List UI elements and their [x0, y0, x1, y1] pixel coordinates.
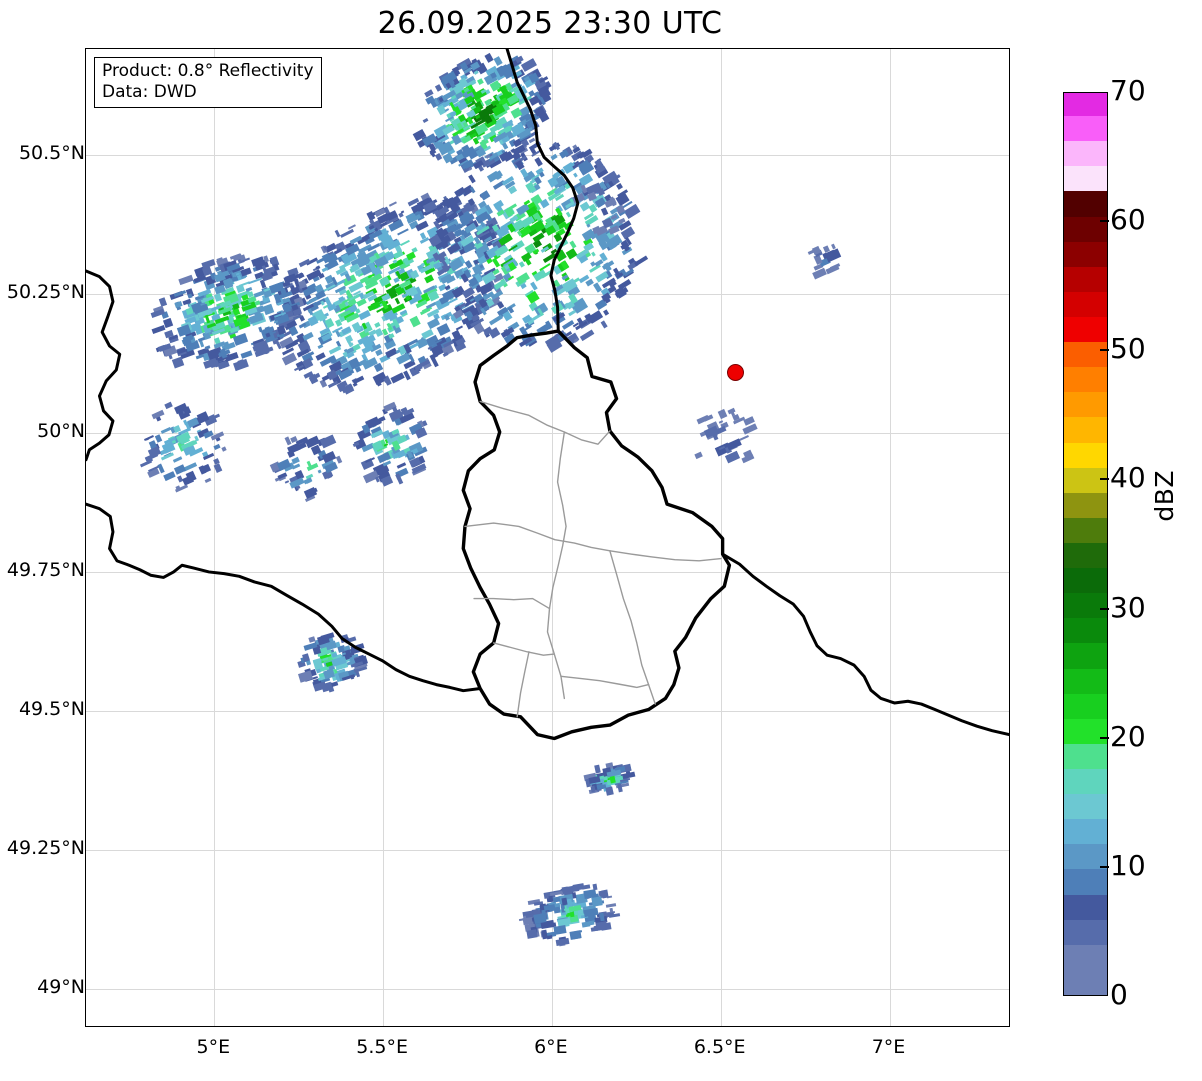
colorbar-tick-mark: [1100, 607, 1109, 610]
radar-station-marker[interactable]: [726, 364, 744, 382]
colorbar-band: [1064, 944, 1107, 970]
y-axis-tick-label: 49.5°N: [18, 697, 85, 720]
colorbar-tick-label: 60: [1110, 203, 1146, 237]
colorbar-band: [1064, 818, 1107, 845]
colorbar-band: [1064, 592, 1107, 619]
y-axis-tick-label: 49.25°N: [6, 837, 85, 859]
colorbar-band: [1064, 567, 1107, 594]
product-line: Product: 0.8° Reflectivity: [102, 61, 314, 81]
gridline-horizontal: [86, 989, 1009, 991]
colorbar-tick-mark: [1100, 865, 1109, 868]
geo-border-layer: [86, 49, 1009, 741]
colorbar-band: [1064, 316, 1107, 343]
colorbar-tick-label: 20: [1110, 719, 1146, 753]
colorbar-band: [1064, 441, 1107, 468]
gridline-horizontal: [86, 293, 1009, 295]
colorbar[interactable]: [1063, 92, 1108, 996]
colorbar-tick-mark: [1100, 736, 1109, 739]
gridline-horizontal: [86, 850, 1009, 851]
y-axis-tick-label: 50.25°N: [6, 280, 85, 303]
luxembourg-national-border: [461, 329, 732, 741]
colorbar-tick-mark: [1100, 478, 1109, 481]
luxembourg-canton-border: [464, 522, 722, 562]
y-axis-tick-label: 50.5°N: [18, 141, 85, 164]
colorbar-band: [1064, 893, 1107, 920]
gridline-vertical: [889, 49, 891, 1026]
belgium-france-border-south: [86, 502, 482, 693]
product-info-box: Product: 0.8° Reflectivity Data: DWD: [94, 57, 322, 108]
colorbar-band: [1064, 843, 1107, 870]
colorbar-tick-label: 70: [1110, 74, 1146, 107]
luxembourg-canton-border: [609, 550, 656, 705]
colorbar-tick-label: 0: [1110, 978, 1128, 1011]
luxembourg-canton-border: [516, 651, 530, 718]
x-axis-tick-label: 6°E: [534, 1036, 568, 1058]
colorbar-band: [1064, 868, 1107, 895]
luxembourg-canton-border: [560, 675, 650, 689]
colorbar-tick-label: 10: [1110, 848, 1146, 882]
colorbar-band: [1064, 642, 1107, 669]
luxembourg-canton-border: [479, 400, 611, 445]
colorbar-band: [1064, 768, 1107, 795]
colorbar-band: [1064, 190, 1107, 217]
colorbar-band: [1064, 93, 1107, 117]
colorbar-band: [1064, 341, 1107, 368]
colorbar-band: [1064, 291, 1107, 317]
luxembourg-canton-border: [492, 642, 555, 656]
colorbar-band: [1064, 391, 1107, 418]
belgium-germany-border: [505, 49, 580, 333]
colorbar-band: [1064, 165, 1107, 192]
colorbar-band: [1064, 215, 1107, 242]
colorbar-band: [1064, 240, 1107, 267]
x-axis-tick-label: 5°E: [196, 1036, 231, 1058]
colorbar-tick-label: 50: [1110, 332, 1146, 366]
colorbar-band: [1064, 617, 1107, 644]
y-axis-tick-label: 49.75°N: [6, 558, 85, 581]
gridline-horizontal: [86, 432, 1009, 434]
colorbar-band: [1064, 416, 1107, 443]
colorbar-band: [1064, 492, 1107, 518]
colorbar-band: [1064, 667, 1107, 694]
marker-layer: [86, 49, 1009, 1026]
colorbar-tick-mark: [1100, 349, 1109, 352]
gridline-horizontal: [86, 571, 1009, 573]
colorbar-band: [1064, 366, 1107, 393]
radar-map-plot[interactable]: [85, 48, 1010, 1027]
colorbar-band: [1064, 793, 1107, 820]
x-axis-tick-label: 7°E: [871, 1036, 906, 1058]
gridline-horizontal: [86, 710, 1009, 712]
gridline-vertical: [214, 49, 216, 1026]
y-axis-tick-label: 50°N: [37, 419, 85, 442]
colorbar-band: [1064, 718, 1107, 744]
colorbar-band: [1064, 266, 1107, 292]
colorbar-label: dBZ: [1150, 470, 1179, 522]
colorbar-band: [1064, 517, 1107, 543]
x-axis-tick-label: 5.5°E: [356, 1036, 408, 1058]
colorbar-band: [1064, 918, 1107, 945]
colorbar-band: [1064, 115, 1107, 142]
x-axis-tick-label: 6.5°E: [693, 1036, 746, 1058]
gridline-vertical: [383, 49, 385, 1026]
colorbar-band: [1064, 692, 1107, 719]
colorbar-band: [1064, 140, 1107, 167]
luxembourg-canton-border: [473, 597, 551, 610]
germany-france-border: [721, 552, 1009, 737]
gridline-horizontal: [86, 154, 1009, 156]
data-source-line: Data: DWD: [102, 82, 197, 102]
gridline-vertical: [551, 49, 553, 1026]
colorbar-band: [1064, 542, 1107, 569]
belgium-france-border-west: [86, 269, 122, 462]
colorbar-tick-mark: [1100, 220, 1109, 223]
colorbar-tick-label: 30: [1110, 590, 1146, 624]
colorbar-tick-label: 40: [1110, 461, 1146, 495]
y-axis-tick-label: 49°N: [37, 976, 85, 999]
colorbar-band: [1064, 466, 1107, 493]
colorbar-band: [1064, 743, 1107, 769]
page-title: 26.09.2025 23:30 UTC: [377, 6, 723, 41]
colorbar-band: [1064, 969, 1107, 995]
